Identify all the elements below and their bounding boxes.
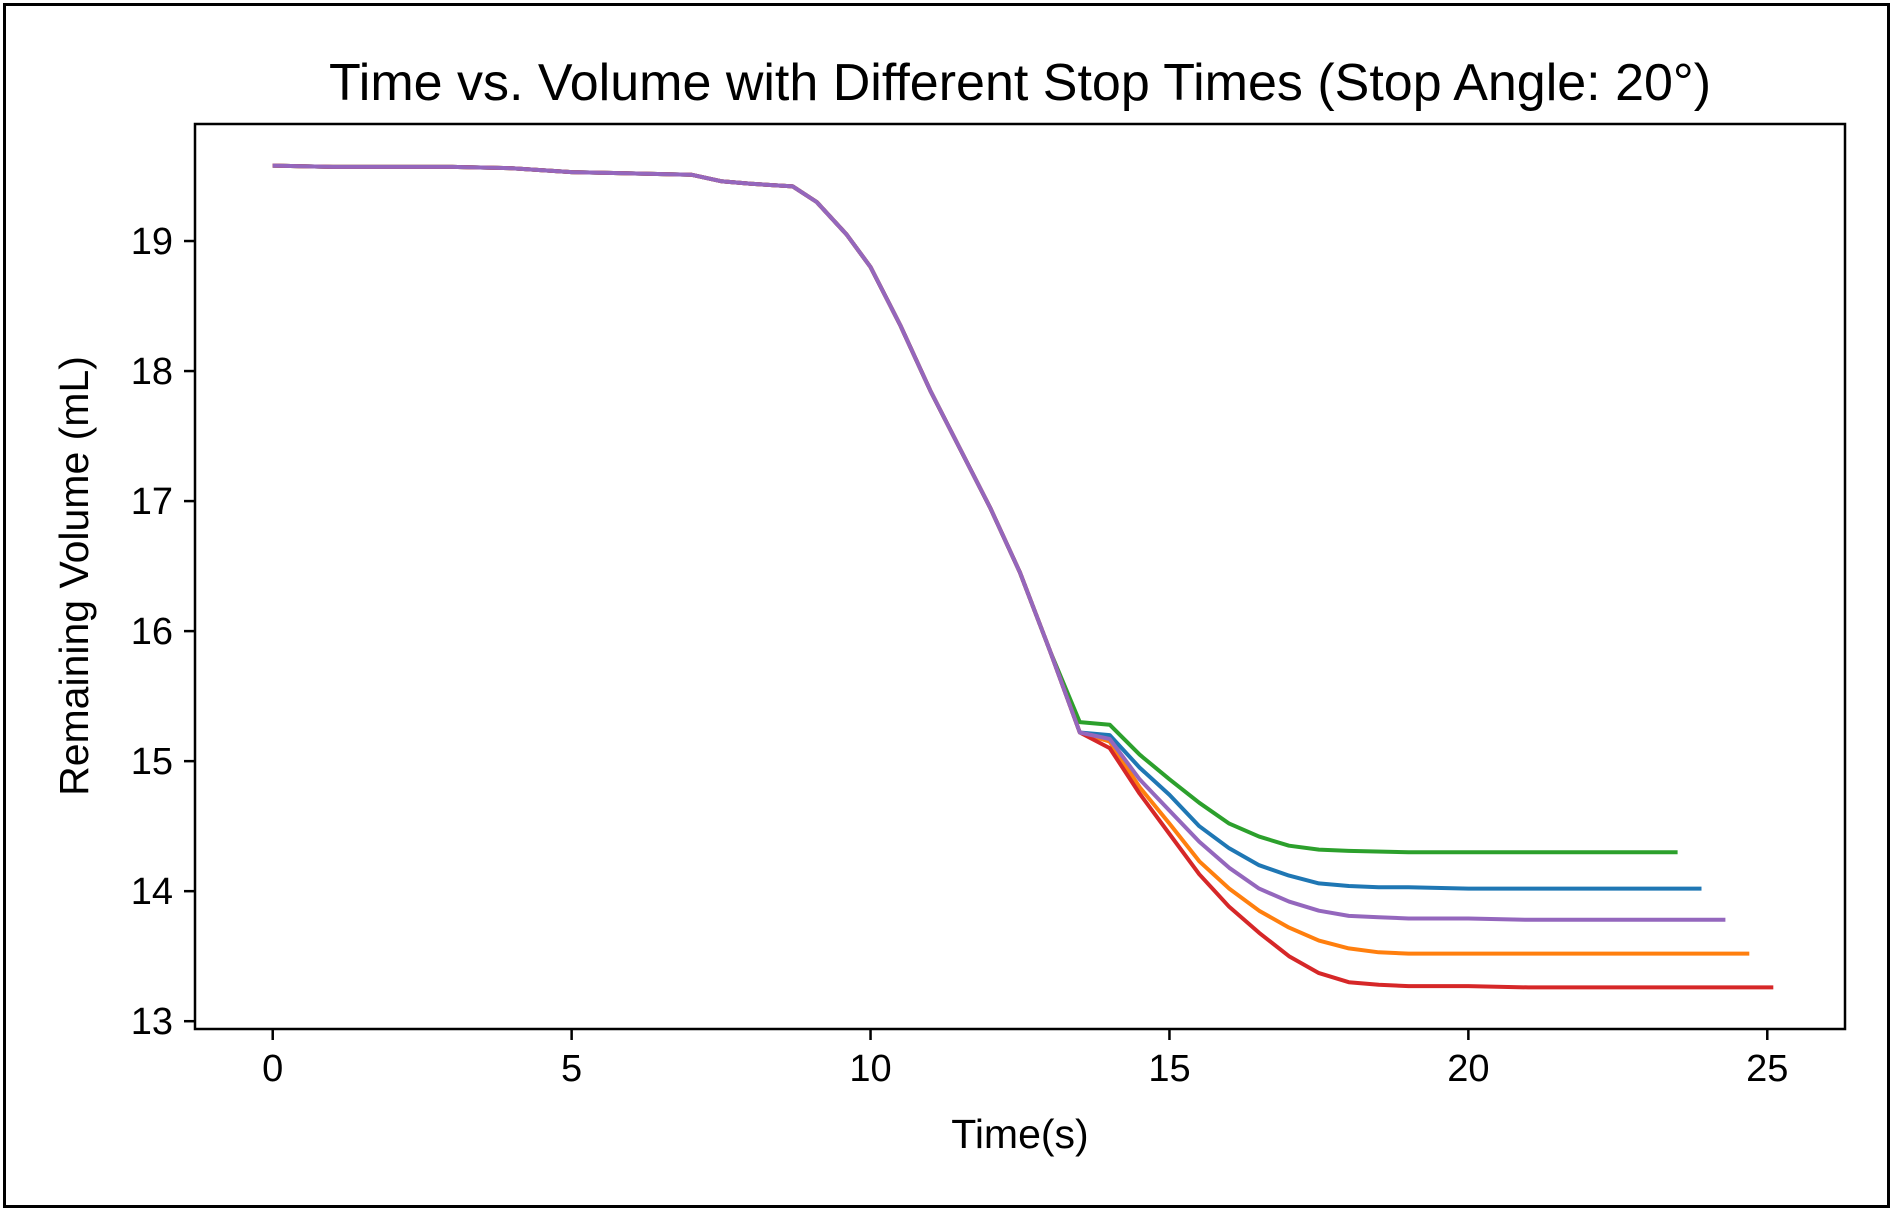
y-tick-label: 16 [131,611,173,653]
x-tick-label: 20 [1447,1048,1489,1090]
axes-frame [193,122,1847,1031]
y-axis-ticks: 13 14 15 16 17 18 19 [131,221,195,1043]
chart-title: Time vs. Volume with Different Stop Time… [329,54,1711,112]
y-tick-label: 19 [131,221,173,263]
y-tick-label: 17 [131,481,173,523]
y-tick-label: 18 [131,351,173,393]
x-axis-title: Time(s) [951,1111,1088,1157]
x-tick-label: 5 [561,1048,582,1090]
x-tick-label: 10 [849,1048,891,1090]
y-tick-label: 14 [131,871,173,913]
y-axis-title: Remaining Volume (mL) [51,356,97,796]
x-tick-label: 25 [1746,1048,1788,1090]
x-tick-label: 0 [262,1048,283,1090]
x-tick-label: 15 [1148,1048,1190,1090]
series-layer [272,163,1774,990]
y-tick-label: 15 [131,741,173,783]
series-line-5 [272,163,1726,922]
x-axis-ticks: 0 5 10 15 20 25 [262,1029,1788,1090]
y-tick-label: 13 [131,1001,173,1043]
